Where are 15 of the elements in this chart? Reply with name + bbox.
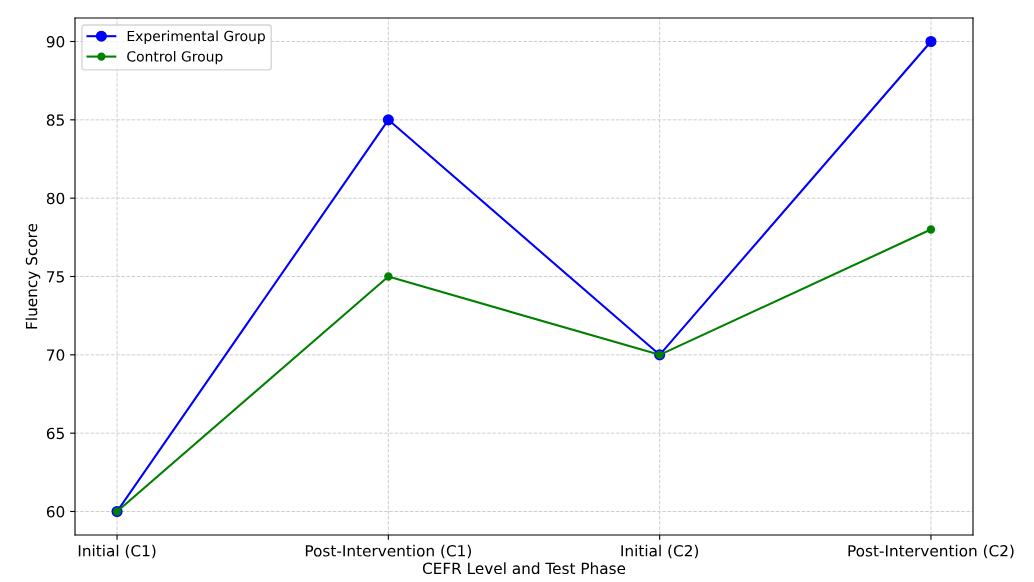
x-tick-label: Initial (C2): [621, 544, 699, 559]
y-tick-label: 75: [47, 271, 64, 283]
x-tick-label: Post-Intervention (C1): [305, 544, 471, 559]
x-tick-label: Initial (C1): [78, 544, 156, 559]
x-axis-title: CEFR Level and Test Phase: [422, 562, 626, 575]
y-tick-label: 90: [46, 35, 65, 48]
legend-label: Experimental Group: [127, 30, 265, 44]
x-tick-label: Post-Intervention (C2): [848, 544, 1014, 559]
y-axis-title: Fluency Score: [25, 223, 41, 329]
y-tick-label: 80: [46, 192, 65, 205]
y-tick-label: 60: [46, 505, 65, 518]
legend-label: Control Group: [127, 50, 223, 65]
y-tick-label: 70: [47, 349, 65, 361]
y-tick-label: 85: [46, 114, 64, 126]
y-tick-label: 65: [46, 427, 64, 440]
